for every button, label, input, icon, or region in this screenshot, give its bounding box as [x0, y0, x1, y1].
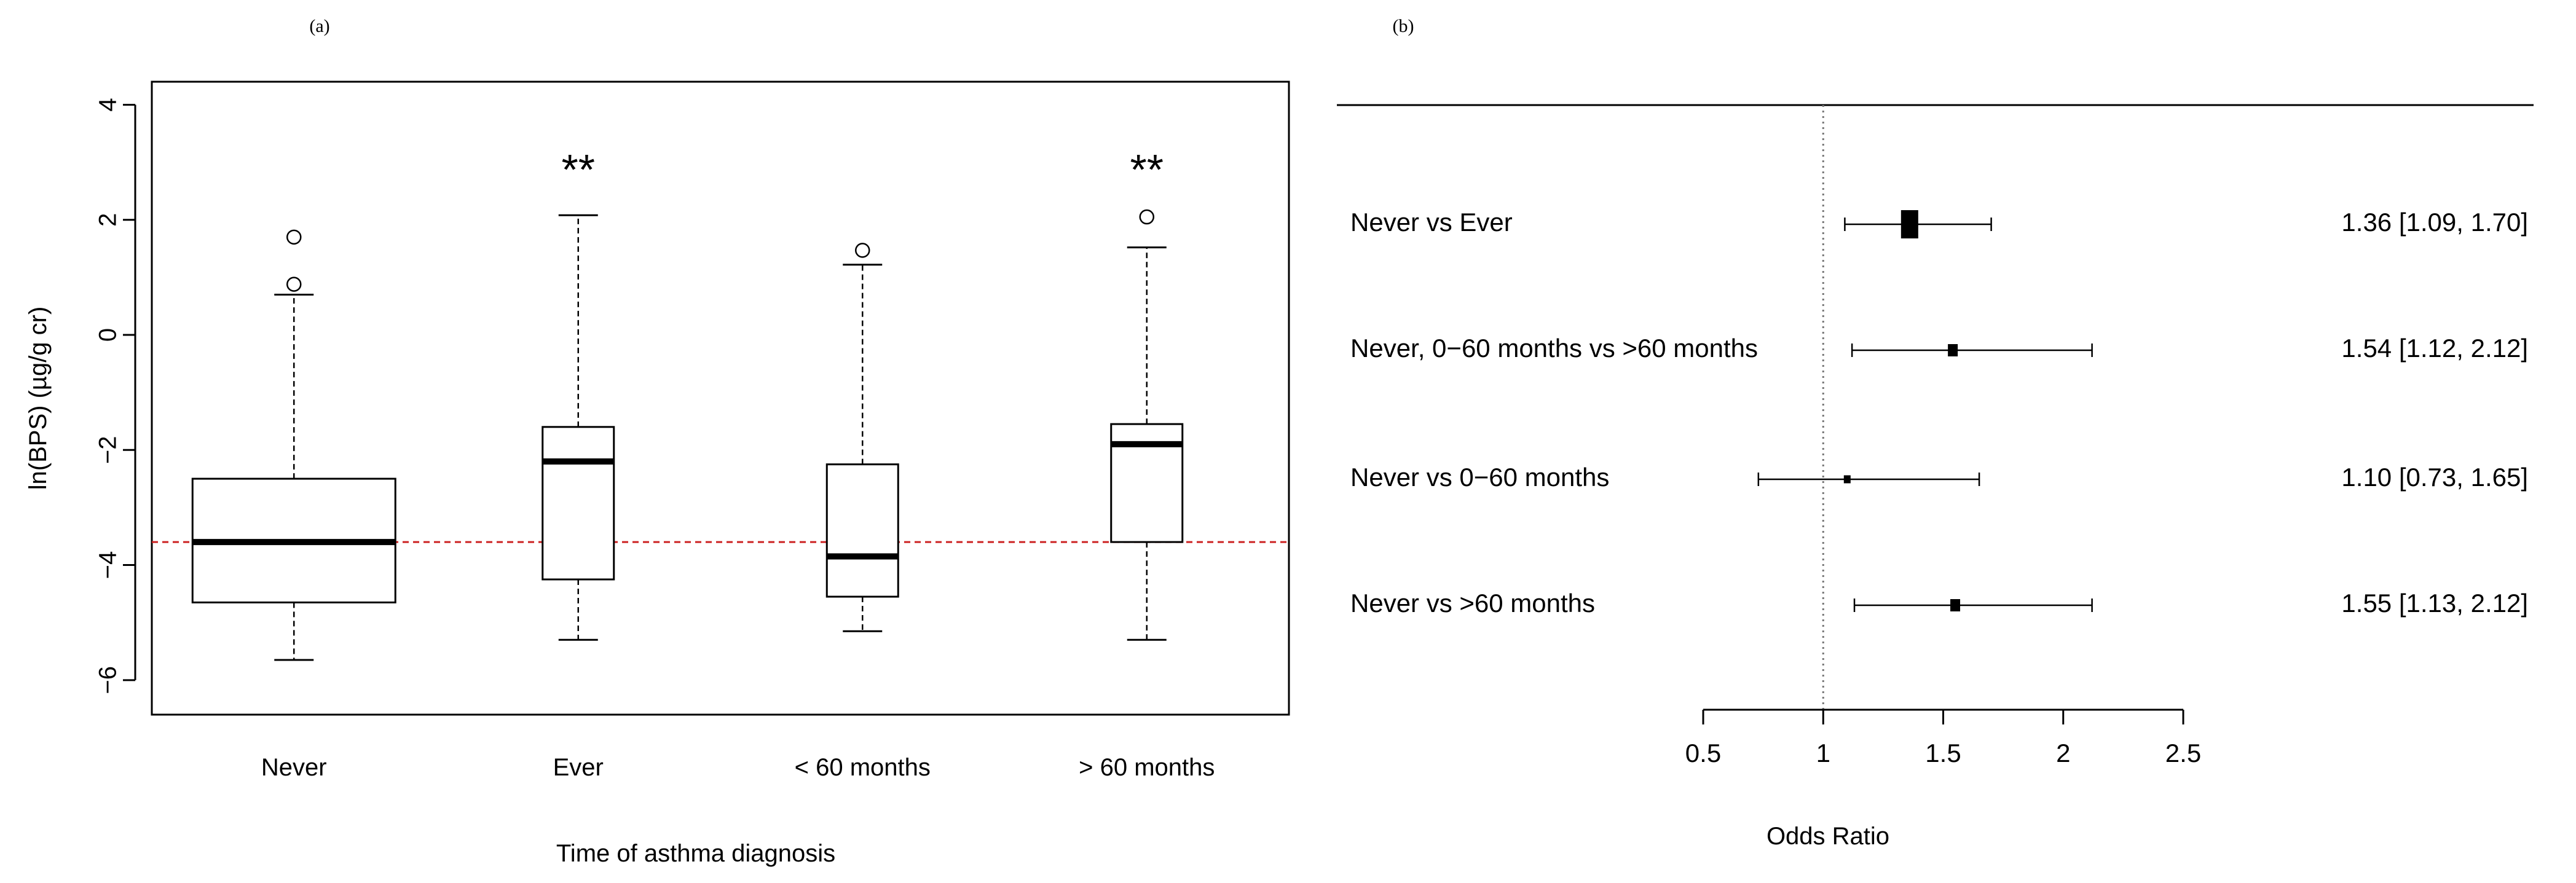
panel-a-boxplot: (a) −6 −4 −2 0 2 4 ** ** Never Ever < 60 months >…: [25, 16, 1290, 867]
x-tick-label: Ever: [553, 754, 604, 781]
comparison-label: Never vs Ever: [1350, 208, 1513, 237]
outlier-point: [855, 243, 870, 258]
x-tick-label-odds: 2.5: [2165, 739, 2201, 767]
boxes: ** **: [191, 146, 1184, 661]
box-group: [825, 243, 899, 632]
estimate-text: 1.36 [1.09, 1.70]: [2341, 208, 2528, 237]
comparison-label: Never vs >60 months: [1350, 589, 1595, 618]
iqr-box: [825, 463, 899, 598]
point-estimate-square: [1843, 475, 1851, 484]
forest-rows: Never vs Ever 1.36 [1.09, 1.70] Never, 0−6…: [1350, 208, 2528, 618]
estimate-text: 1.54 [1.12, 2.12]: [2341, 334, 2528, 363]
forest-row: Never vs >60 months 1.55 [1.13, 2.12]: [1350, 589, 2528, 618]
y-axis-title: ln(BPS) (µg/g cr): [25, 307, 52, 490]
x-tick-label: < 60 months: [795, 754, 931, 781]
significance-annotation: **: [1130, 146, 1164, 194]
outlier-point: [286, 277, 302, 292]
x-tick-label-odds: 1.5: [1925, 739, 1961, 767]
point-estimate-square: [1900, 210, 1918, 238]
point-estimate-square: [1948, 344, 1958, 356]
outlier-point: [286, 229, 302, 245]
y-tick-label: −4: [95, 551, 122, 579]
x-tick-label-odds: 0.5: [1685, 739, 1721, 767]
x-axis: 0.5 1 1.5 2 2.5: [1685, 708, 2201, 767]
forest-row: Never vs Ever 1.36 [1.09, 1.70]: [1350, 208, 2528, 238]
point-estimate-square: [1950, 599, 1961, 611]
x-tick-label: Never: [261, 754, 327, 781]
x-tick-label-odds: 2: [2056, 739, 2070, 767]
estimate-text: 1.10 [0.73, 1.65]: [2341, 463, 2528, 492]
y-tick-label: −2: [95, 436, 122, 464]
outlier-point: [1139, 209, 1154, 225]
y-tick-label: 0: [95, 328, 122, 342]
y-tick-label: 4: [95, 98, 122, 111]
x-tick-label-odds: 1: [1816, 739, 1830, 767]
box-group: **: [1110, 146, 1184, 641]
panel-b-forest-plot: (b) Never vs Ever 1.36 [1.09, 1.70] Never,…: [1337, 16, 2534, 850]
y-axis: −6 −4 −2 0 2 4: [95, 98, 136, 694]
x-axis-title: Time of asthma diagnosis: [556, 840, 835, 867]
comparison-label: Never vs 0−60 months: [1350, 463, 1609, 492]
estimate-text: 1.55 [1.13, 2.12]: [2341, 589, 2528, 618]
x-axis-title-odds: Odds Ratio: [1767, 823, 1889, 850]
iqr-box: [542, 426, 615, 581]
forest-row: Never vs 0−60 months 1.10 [0.73, 1.65]: [1350, 463, 2528, 492]
y-tick-label: −6: [95, 666, 122, 694]
panel-a-label: (a): [309, 16, 329, 36]
box-group: **: [542, 146, 615, 641]
x-tick-label: > 60 months: [1079, 754, 1215, 781]
significance-annotation: **: [562, 146, 595, 194]
panel-b-label: (b): [1393, 16, 1414, 36]
x-axis-labels: Never Ever < 60 months > 60 months: [261, 754, 1215, 781]
box-group: [191, 229, 396, 661]
panel-a-plot-frame: [151, 80, 1290, 716]
forest-row: Never, 0−60 months vs >60 months 1.54 [1.…: [1350, 334, 2528, 363]
y-tick-label: 2: [95, 213, 122, 227]
comparison-label: Never, 0−60 months vs >60 months: [1350, 334, 1758, 363]
